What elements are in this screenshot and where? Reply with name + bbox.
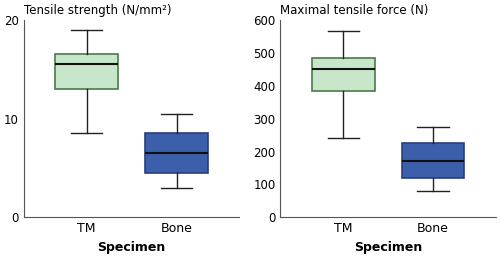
X-axis label: Specimen: Specimen [98,241,166,254]
Text: Maximal tensile force (N): Maximal tensile force (N) [280,4,428,17]
PathPatch shape [56,54,118,89]
Text: Tensile strength (N/mm²): Tensile strength (N/mm²) [24,4,172,17]
PathPatch shape [145,133,208,173]
PathPatch shape [402,143,464,178]
PathPatch shape [312,58,374,91]
X-axis label: Specimen: Specimen [354,241,422,254]
